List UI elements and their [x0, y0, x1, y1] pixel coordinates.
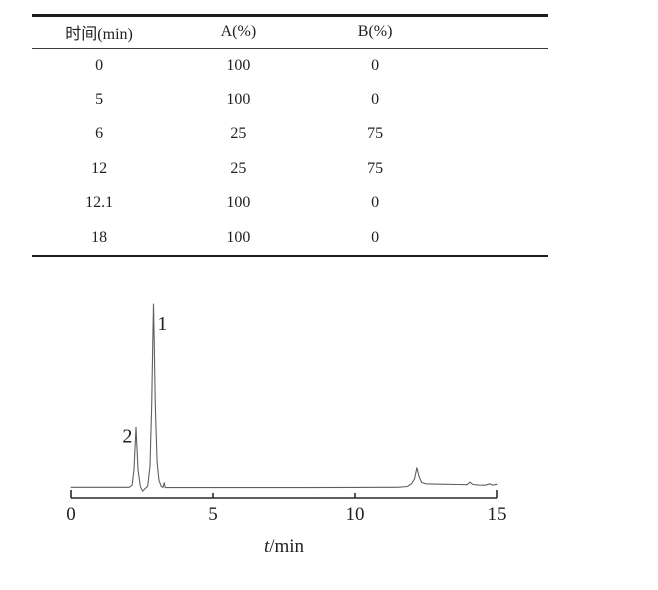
table-spacer	[440, 17, 548, 48]
x-tick-label: 5	[208, 504, 218, 525]
x-axis-label: t/min	[264, 536, 305, 557]
gradient-elution-table: 时间(min) A(%) B(%) 0 100 0 5 100 0	[32, 14, 548, 257]
peak-label-1: 1	[157, 313, 167, 335]
gradient-table: 时间(min) A(%) B(%) 0 100 0 5 100 0	[32, 17, 548, 255]
table-spacer	[440, 221, 548, 256]
cell-b: 0	[371, 56, 380, 74]
col-header-b: B(%)	[357, 23, 393, 41]
table-spacer	[440, 152, 548, 187]
cell-b: 0	[371, 228, 380, 246]
cell-b: 0	[371, 194, 380, 212]
table-row: 0 100 0	[32, 48, 548, 83]
cell-time: 18	[91, 228, 108, 246]
cell-a: 100	[226, 56, 251, 74]
cell-time: 12	[91, 159, 108, 177]
x-tick-label: 10	[346, 504, 365, 525]
cell-a: 100	[226, 90, 251, 108]
table-row: 18 100 0	[32, 221, 548, 256]
table-spacer	[440, 48, 548, 83]
table-spacer	[440, 186, 548, 221]
chromatogram-figure: 0 5 10 15 t/min 1 2	[0, 290, 658, 590]
cell-time: 0	[95, 56, 104, 74]
cell-b: 75	[367, 159, 384, 177]
table-spacer	[440, 83, 548, 118]
peak-label-2: 2	[122, 425, 132, 447]
table-row: 12.1 100 0	[32, 186, 548, 221]
cell-a: 25	[230, 125, 247, 143]
cell-time: 5	[95, 90, 104, 108]
cell-b: 0	[371, 90, 380, 108]
table-header-row: 时间(min) A(%) B(%)	[32, 17, 548, 48]
cell-a: 25	[230, 159, 247, 177]
chromatogram-trace	[70, 303, 498, 492]
table-row: 12 25 75	[32, 152, 548, 187]
table-row: 5 100 0	[32, 83, 548, 118]
cell-b: 75	[367, 125, 384, 143]
cell-time: 12.1	[85, 194, 114, 212]
chromatogram-svg: 0 5 10 15 t/min 1 2	[66, 303, 507, 557]
x-tick-label: 15	[488, 504, 507, 525]
table-row: 6 25 75	[32, 117, 548, 152]
col-header-a: A(%)	[220, 23, 257, 41]
cell-a: 100	[226, 194, 251, 212]
col-header-time: 时间(min)	[65, 26, 133, 44]
x-tick-label: 0	[66, 504, 76, 525]
table-spacer	[440, 117, 548, 152]
cell-time: 6	[95, 125, 104, 143]
cell-a: 100	[226, 228, 251, 246]
